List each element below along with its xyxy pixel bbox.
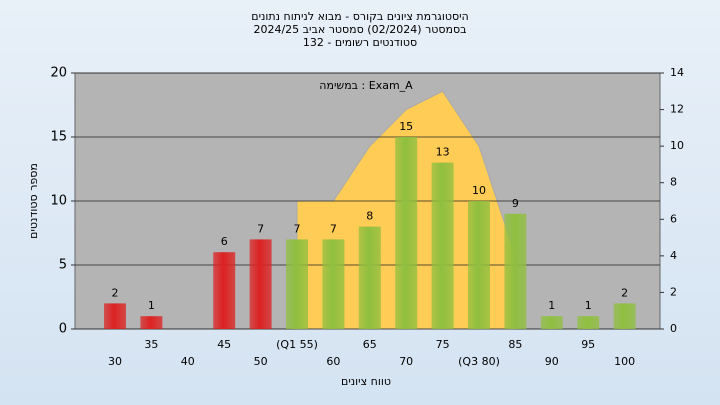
x-tick-label: 70	[399, 355, 413, 368]
bar	[322, 239, 345, 329]
y2-tick-label: 2	[670, 285, 677, 298]
y-axis-label: מספר סטודנטים	[27, 163, 40, 239]
x-tick-label: 35	[144, 338, 158, 351]
x-tick-label: 45	[217, 338, 231, 351]
bar	[577, 316, 600, 329]
x-tick-label: 50	[254, 355, 268, 368]
value-label: 9	[512, 197, 519, 210]
y2-tick-label: 4	[670, 249, 677, 262]
value-label: 7	[330, 222, 337, 235]
value-label: 15	[399, 120, 413, 133]
y-tick-label: 15	[50, 130, 67, 145]
y2-tick-label: 10	[670, 139, 684, 152]
bar	[504, 213, 527, 329]
y2-tick-label: 8	[670, 176, 677, 189]
value-label: 10	[472, 184, 486, 197]
y-tick-label: 20	[50, 66, 67, 81]
value-label: 7	[257, 222, 264, 235]
y2-tick-label: 14	[670, 66, 684, 79]
value-label: 2	[112, 286, 119, 299]
value-label: 1	[148, 299, 155, 312]
bar	[286, 239, 308, 329]
bar	[213, 252, 236, 329]
x-tick-label: 85	[508, 338, 522, 351]
chart-subtitle: סטודנטים רשומים - 132	[303, 36, 417, 49]
x-tick-label: 65	[363, 338, 377, 351]
bar	[468, 201, 490, 329]
x-tick-label: 60	[326, 355, 340, 368]
chart-title: היסטוגרמת ציונים בקורס - מבוא לניתוח נתו…	[251, 10, 468, 23]
bar	[358, 226, 381, 329]
y-tick-label: 0	[59, 322, 67, 337]
bar	[431, 162, 454, 329]
value-label: 7	[294, 222, 301, 235]
x-tick-label: 95	[581, 338, 595, 351]
y2-tick-label: 6	[670, 212, 677, 225]
bar	[104, 303, 126, 329]
annotation: Exam_A : במשימה	[319, 79, 413, 92]
bar	[613, 303, 636, 329]
bar	[140, 316, 163, 329]
y-tick-label: 5	[59, 258, 67, 273]
chart-subtitle: בסמסטר (02/2024) סמסטר אביב 2024/25	[253, 23, 466, 36]
x-tick-label: 40	[181, 355, 195, 368]
x-axis-label: טווח ציונים	[341, 375, 391, 388]
bar	[395, 137, 418, 329]
x-tick-label: (Q3 80)	[458, 355, 500, 368]
y2-tick-label: 12	[670, 103, 684, 116]
value-label: 2	[621, 286, 628, 299]
value-label: 1	[585, 299, 592, 312]
bar	[540, 316, 563, 329]
value-label: 1	[548, 299, 555, 312]
y-tick-label: 10	[50, 194, 67, 209]
x-tick-label: 30	[108, 355, 122, 368]
x-tick-label: 90	[545, 355, 559, 368]
value-label: 6	[221, 235, 228, 248]
x-tick-label: 100	[614, 355, 635, 368]
value-label: 13	[436, 146, 450, 159]
y2-tick-label: 0	[670, 322, 677, 335]
bar	[249, 239, 272, 329]
x-tick-label: (Q1 55)	[276, 338, 318, 351]
value-label: 8	[366, 210, 373, 223]
x-tick-label: 75	[436, 338, 450, 351]
